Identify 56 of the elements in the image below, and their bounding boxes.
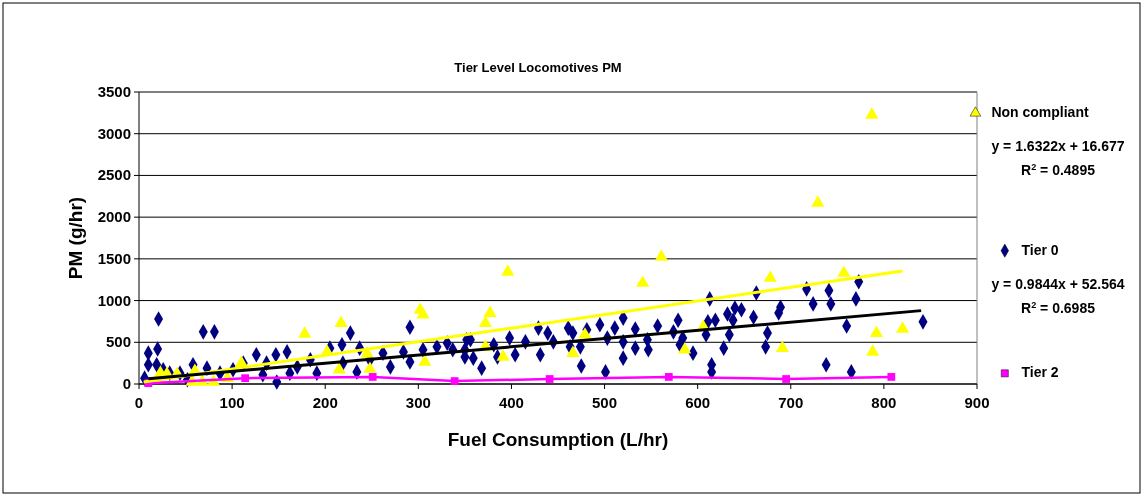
- legend-label: Non compliant: [991, 104, 1089, 121]
- x-tick-label: 600: [685, 394, 711, 411]
- x-tick-label: 100: [219, 394, 245, 411]
- point: [496, 349, 510, 361]
- y-tick-label: 2500: [97, 166, 131, 184]
- point: [334, 315, 348, 327]
- chart-title: Tier Level Locomotives PM: [454, 60, 622, 75]
- y-tick-label: 1000: [97, 291, 131, 309]
- y-axis-title: PM (g/hr): [65, 196, 86, 280]
- y-tick-label: 1500: [97, 249, 131, 267]
- point: [775, 340, 789, 352]
- point: [837, 265, 851, 277]
- point: [782, 375, 790, 383]
- x-tick-label: 500: [592, 394, 618, 411]
- point: [241, 374, 250, 383]
- point: [332, 362, 346, 374]
- point: [566, 345, 580, 357]
- y-tick-label: 2000: [97, 208, 131, 226]
- legend-label: Tier 2: [1021, 364, 1059, 381]
- point: [654, 249, 668, 261]
- x-tick-label: 200: [312, 394, 338, 411]
- x-tick-label: 800: [871, 394, 897, 411]
- point: [811, 195, 825, 207]
- point: [866, 344, 880, 356]
- text: y = 0.9844x + 52.564 R$^{2}$ = 0.6985: [991, 275, 1125, 316]
- point: [368, 373, 377, 381]
- point: [865, 107, 879, 119]
- y-tick-label: 500: [105, 333, 131, 351]
- y-tick-label: 3000: [97, 124, 131, 142]
- point: [478, 315, 492, 327]
- point: [678, 342, 692, 354]
- point: [869, 325, 884, 337]
- point: [664, 373, 673, 381]
- point: [501, 264, 515, 276]
- point: [545, 375, 554, 383]
- x-tick-label: 400: [498, 394, 524, 411]
- point: [416, 307, 430, 319]
- x-tick-label: 700: [778, 394, 804, 411]
- point: [483, 305, 497, 317]
- x-tick-label: 0: [134, 394, 144, 411]
- x-axis-title: Fuel Consumption (L/hr): [447, 429, 669, 450]
- point: [363, 361, 377, 373]
- point: [895, 321, 910, 333]
- y-tick-label: 3500: [97, 83, 131, 100]
- point: [636, 275, 650, 287]
- x-tick-label: 300: [405, 394, 431, 411]
- point: [450, 377, 459, 385]
- point: [763, 270, 777, 282]
- point: [418, 354, 432, 366]
- y-tick-label: 0: [122, 375, 131, 392]
- point: [887, 373, 896, 381]
- legend-label: Tier 0: [1021, 241, 1059, 258]
- point: [298, 326, 312, 338]
- point: [578, 327, 592, 339]
- text: y = 1.6322x + 16.677 R$^{2}$ = 0.4895: [991, 138, 1125, 179]
- x-tick-label: 900: [964, 394, 990, 411]
